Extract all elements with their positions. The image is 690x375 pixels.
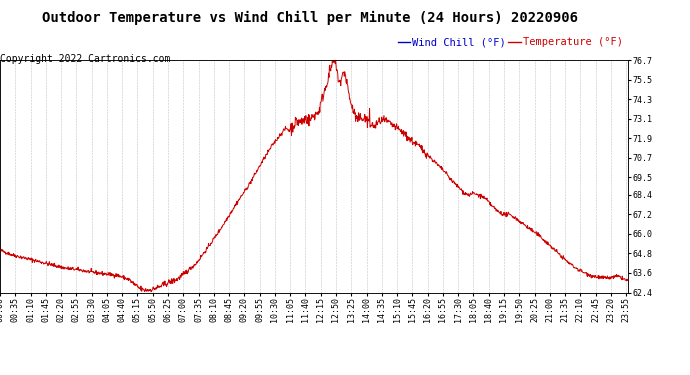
Legend: Wind Chill (°F), Temperature (°F): Wind Chill (°F), Temperature (°F) — [397, 37, 622, 47]
Text: Copyright 2022 Cartronics.com: Copyright 2022 Cartronics.com — [0, 54, 170, 64]
Text: Outdoor Temperature vs Wind Chill per Minute (24 Hours) 20220906: Outdoor Temperature vs Wind Chill per Mi… — [43, 11, 578, 26]
